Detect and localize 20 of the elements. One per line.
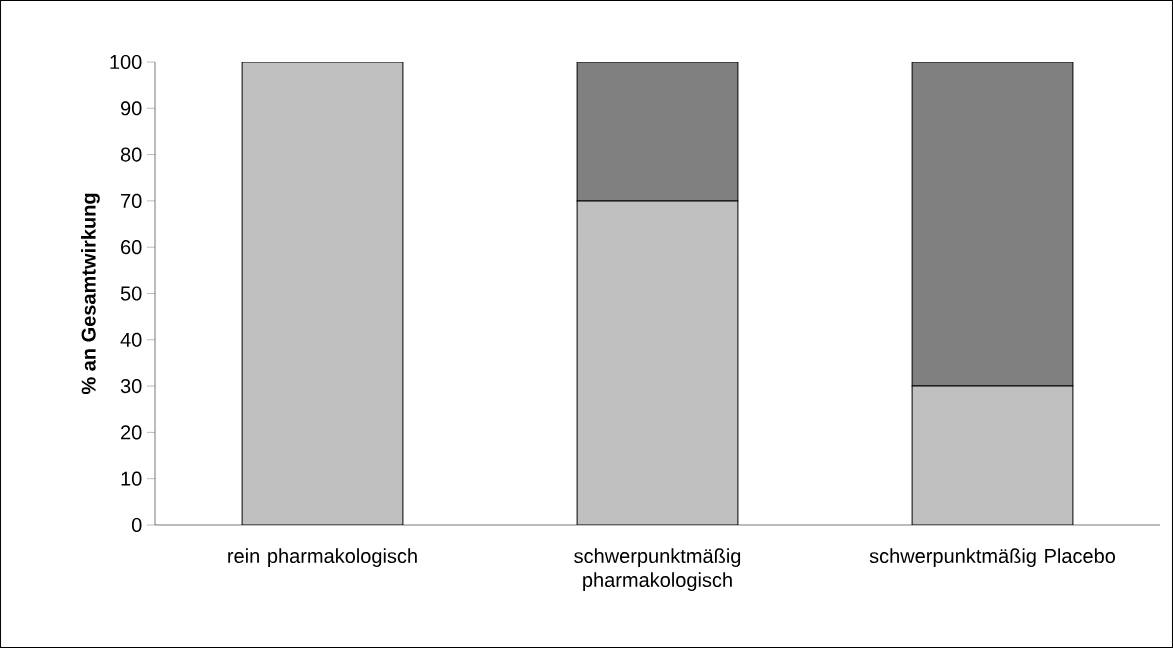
y-axis-title: % an Gesamtwirkung: [81, 193, 100, 395]
y-tick-label: 20: [121, 425, 142, 440]
y-tick-label: 100: [110, 54, 142, 70]
x-tick-label: schwerpunktmäßig pharmakologisch: [574, 548, 741, 591]
y-tick-label: 80: [120, 147, 142, 162]
y-tick-label: 70: [121, 193, 142, 208]
bar: [911, 61, 1074, 387]
x-tick-label: rein pharmakologisch: [228, 548, 417, 567]
x-tick-label: schwerpunktmäßig Placebo: [869, 548, 1116, 567]
y-tick-label: 90: [120, 101, 142, 116]
y-tick-label: 40: [120, 332, 142, 347]
bar: [576, 200, 739, 525]
y-tick-label: 30: [120, 379, 142, 394]
y-tick-label: 0: [131, 517, 142, 533]
y-tick-label: 50: [120, 286, 142, 301]
y-tick-label: 10: [121, 471, 142, 486]
bar: [911, 385, 1074, 525]
y-tick-label: 60: [121, 240, 142, 255]
bar: [241, 61, 404, 525]
bar: [576, 61, 739, 202]
